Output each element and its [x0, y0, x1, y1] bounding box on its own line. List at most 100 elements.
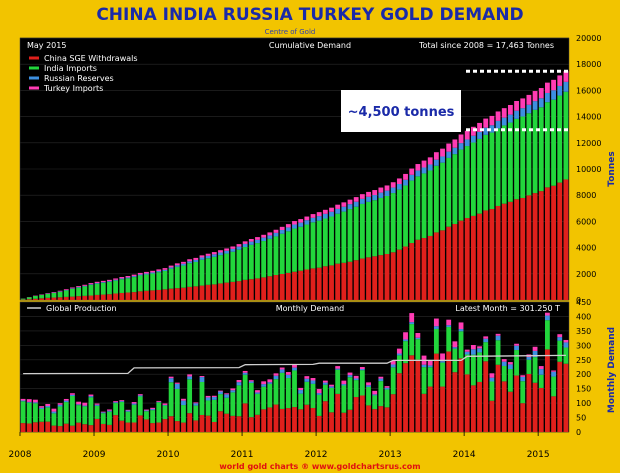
monthly-bar-china	[94, 418, 100, 432]
monthly-bar-turkey	[273, 373, 279, 376]
cumulative-bar-turkey	[57, 290, 63, 292]
cumulative-bar-china	[458, 220, 464, 300]
cumulative-bar-india	[353, 206, 359, 261]
monthly-bar-china	[20, 423, 26, 432]
cumulative-bar-india	[218, 255, 223, 284]
cumulative-bar-india	[384, 196, 390, 255]
cumulative-bar-turkey	[489, 115, 495, 126]
cumulative-bar-china	[181, 287, 186, 300]
legend-swatch-turkey	[29, 86, 39, 90]
monthly-bar-india	[427, 367, 433, 387]
monthly-bar-russia	[242, 372, 248, 375]
cumulative-bar-china	[94, 294, 100, 300]
monthly-bar-china	[396, 373, 402, 432]
lower-y-tick-label: 450	[576, 298, 591, 307]
cumulative-bar-russia	[304, 220, 310, 225]
monthly-bar-russia	[88, 396, 94, 398]
cumulative-bar-turkey	[131, 274, 137, 277]
cumulative-bar-china	[446, 226, 452, 300]
monthly-bar-india	[51, 413, 57, 426]
monthly-bar-turkey	[242, 370, 248, 373]
monthly-bar-russia	[384, 387, 390, 390]
monthly-bar-india	[545, 320, 550, 350]
monthly-bar-russia	[501, 361, 507, 366]
monthly-bar-turkey	[384, 386, 390, 388]
cumulative-bar-turkey	[162, 268, 168, 270]
monthly-bar-turkey	[366, 382, 371, 386]
cumulative-bar-india	[63, 290, 69, 297]
cumulative-bar-china	[464, 218, 470, 300]
monthly-bar-turkey	[26, 399, 32, 402]
monthly-bar-china	[255, 414, 260, 432]
cumulative-bar-china	[144, 290, 149, 300]
monthly-bar-china	[162, 419, 168, 432]
cumulative-bar-russia	[267, 235, 273, 239]
lower-y-tick-label: 50	[576, 414, 586, 423]
monthly-bar-russia	[526, 356, 532, 360]
monthly-bar-china	[452, 372, 458, 432]
cumulative-bar-china	[33, 298, 38, 300]
monthly-bar-turkey	[131, 402, 137, 404]
monthly-bar-india	[273, 379, 279, 405]
monthly-bar-turkey	[279, 367, 285, 370]
cumulative-bar-russia	[310, 217, 316, 223]
cumulative-bar-turkey	[144, 271, 149, 274]
monthly-bar-russia	[150, 409, 156, 411]
cumulative-bar-india	[168, 268, 174, 289]
cumulative-bar-turkey	[261, 234, 267, 238]
cumulative-bar-russia	[495, 120, 501, 129]
cumulative-bar-russia	[526, 104, 532, 114]
lower-center-label: Monthly Demand	[276, 304, 345, 313]
cumulative-bar-turkey	[236, 244, 242, 247]
monthly-bar-india	[415, 339, 421, 360]
cumulative-bar-india	[557, 95, 563, 183]
monthly-bar-turkey	[403, 332, 408, 340]
cumulative-bar-india	[563, 91, 569, 180]
cumulative-bar-turkey	[310, 214, 316, 218]
cumulative-bar-turkey	[378, 187, 384, 193]
cumulative-bar-india	[144, 274, 149, 291]
monthly-bar-india	[150, 410, 156, 424]
monthly-bar-india	[304, 381, 310, 405]
monthly-bar-turkey	[341, 380, 347, 385]
cumulative-bar-turkey	[514, 100, 519, 111]
cumulative-bar-russia	[125, 277, 131, 279]
monthly-bar-russia	[353, 378, 359, 381]
monthly-bar-india	[125, 411, 131, 423]
cumulative-bar-russia	[514, 110, 519, 119]
monthly-bar-turkey	[514, 343, 519, 346]
monthly-bar-russia	[329, 386, 334, 388]
cumulative-bar-turkey	[76, 286, 82, 288]
upper-date-label: May 2015	[27, 41, 66, 50]
cumulative-bar-china	[520, 197, 526, 300]
monthly-bar-india	[384, 389, 390, 408]
cumulative-bar-russia	[236, 246, 242, 250]
upper-y-tick-label: 20000	[576, 34, 601, 43]
cumulative-bar-russia	[489, 125, 495, 133]
monthly-bar-russia	[563, 342, 569, 348]
cumulative-bar-china	[409, 243, 415, 300]
monthly-bar-china	[51, 425, 57, 432]
monthly-bar-turkey	[347, 372, 353, 376]
cumulative-bar-russia	[538, 98, 544, 108]
monthly-bar-india	[267, 383, 273, 408]
monthly-bar-india	[137, 396, 143, 416]
monthly-bar-turkey	[181, 398, 186, 401]
cumulative-bar-india	[298, 226, 304, 271]
cumulative-bar-turkey	[218, 250, 223, 253]
cumulative-bar-india	[532, 109, 538, 194]
cumulative-bar-russia	[107, 281, 112, 282]
cumulative-bar-china	[483, 210, 489, 300]
cumulative-bar-turkey	[224, 248, 230, 251]
monthly-bar-turkey	[205, 395, 211, 398]
cumulative-bar-india	[162, 270, 168, 290]
cumulative-bar-turkey	[390, 182, 396, 188]
monthly-bar-turkey	[501, 359, 507, 362]
cumulative-bar-turkey	[279, 226, 285, 231]
cumulative-bar-turkey	[520, 98, 526, 109]
monthly-bar-russia	[248, 381, 254, 384]
cumulative-bar-india	[255, 243, 260, 279]
cumulative-bar-russia	[433, 159, 439, 166]
cumulative-bar-russia	[316, 216, 322, 221]
lower-y-tick-label: 200	[576, 370, 591, 379]
